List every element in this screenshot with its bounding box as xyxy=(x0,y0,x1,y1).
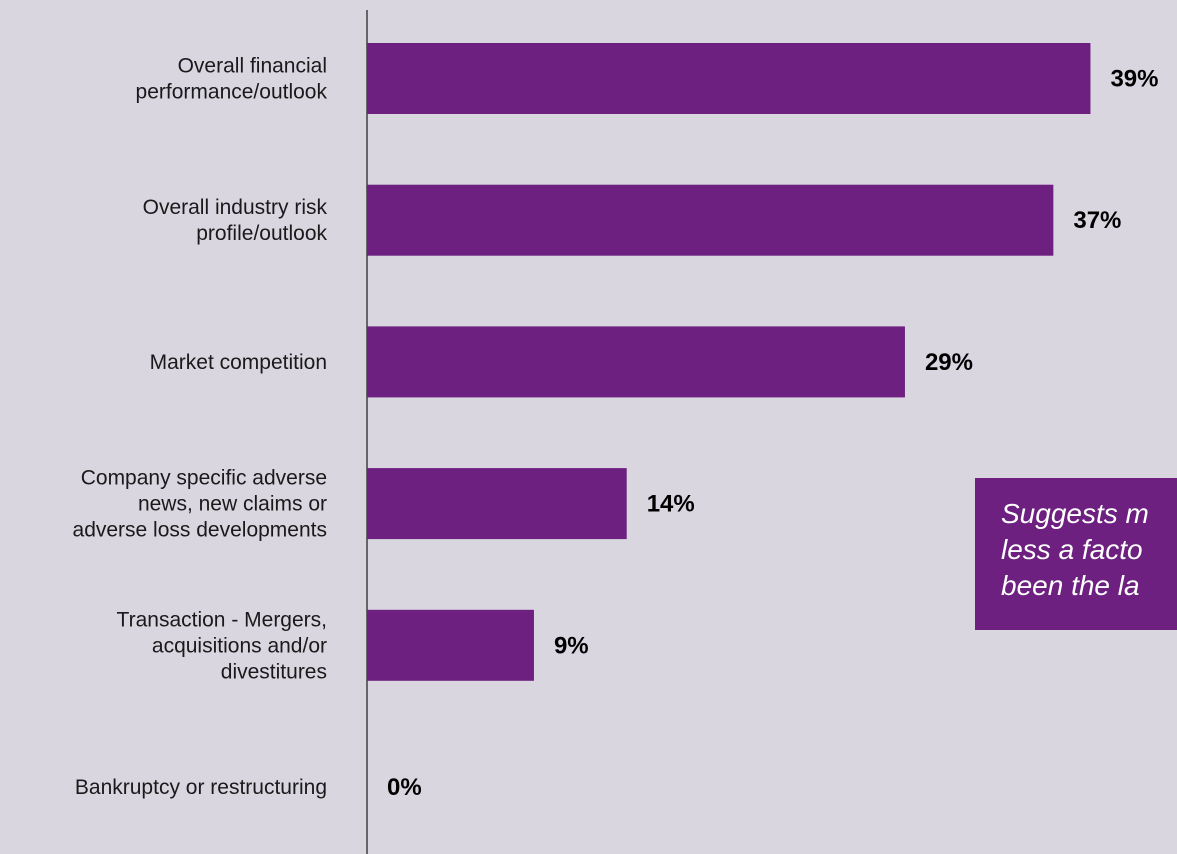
value-label: 0% xyxy=(387,774,422,801)
category-label: acquisitions and/or xyxy=(152,634,327,657)
bar-group: 37% Overall industry risk profile/outlook xyxy=(143,184,1121,256)
category-label: Market competition xyxy=(150,351,327,374)
bar-group: 14% Company specific adverse news, new cla… xyxy=(73,467,695,542)
bar-group: 29% Market competition xyxy=(150,326,973,398)
bar xyxy=(367,609,534,681)
annotation-line-2: less a facto xyxy=(1001,534,1143,565)
bar xyxy=(367,468,627,540)
value-label: 9% xyxy=(554,632,589,659)
category-label: performance/outlook xyxy=(136,81,328,104)
annotation-line-3: been the la xyxy=(1001,570,1140,601)
bar xyxy=(367,184,1054,256)
category-label: news, new claims or xyxy=(138,493,327,516)
value-label: 39% xyxy=(1110,66,1158,93)
category-label: divestitures xyxy=(221,660,327,683)
annotation-callout: Suggests m less a facto been the la xyxy=(975,478,1177,630)
bar-group: 0% Bankruptcy or restructuring xyxy=(75,774,422,801)
annotation-line-1: Suggests m xyxy=(1001,498,1149,529)
bar-group: 39% Overall financial performance/outlook xyxy=(136,43,1158,114)
bar xyxy=(367,43,1091,114)
value-label: 14% xyxy=(647,491,695,518)
category-label: Overall industry risk xyxy=(143,196,328,219)
category-label: adverse loss developments xyxy=(73,519,327,542)
category-label: profile/outlook xyxy=(196,222,327,245)
bar xyxy=(367,326,905,398)
category-label: Transaction - Mergers, xyxy=(117,608,327,631)
value-label: 37% xyxy=(1073,207,1121,234)
bar-group: 9% Transaction - Mergers, acquisitions and… xyxy=(117,608,589,683)
category-label: Bankruptcy or restructuring xyxy=(75,776,327,799)
category-label: Company specific adverse xyxy=(81,467,327,490)
value-label: 29% xyxy=(925,349,973,376)
category-label: Overall financial xyxy=(178,55,327,78)
